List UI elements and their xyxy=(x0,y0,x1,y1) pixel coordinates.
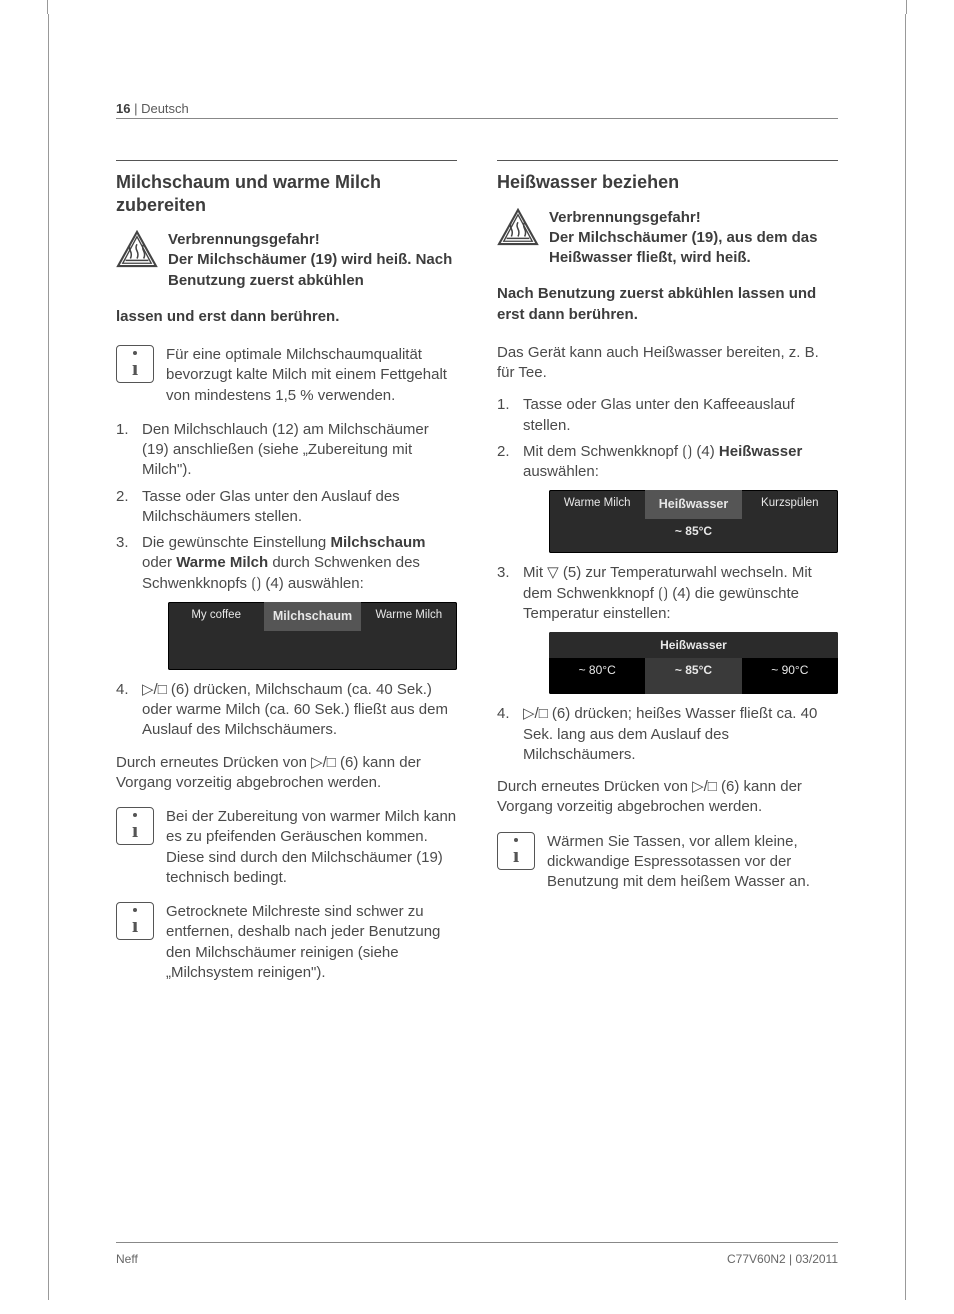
step-item: Den Milchschlauch (12) am Milchschäumer … xyxy=(116,420,457,481)
paragraph: Durch erneutes Drücken von ▷/□ (6) kann … xyxy=(116,753,457,794)
info-icon: ı xyxy=(116,807,154,845)
info-block: ı Für eine optimale Milchschaumqualität … xyxy=(116,345,457,406)
display-header: Heißwasser xyxy=(549,632,838,658)
steps-list: Den Milchschlauch (12) am Milchschäumer … xyxy=(116,420,457,741)
step-item: ▷/□ (6) drücken; heißes Wasser fließt ca… xyxy=(497,704,838,765)
page-number: 16 xyxy=(116,101,130,116)
info-text: Getrocknete Milchreste sind schwer zu en… xyxy=(166,902,457,983)
info-text: Für eine optimale Milchschaumqualität be… xyxy=(166,345,457,406)
display-panel: My coffee Milchschaum Warme Milch xyxy=(168,602,457,670)
display-temp-selected: ~ 85°C xyxy=(645,658,741,694)
display-temp-option: ~ 90°C xyxy=(742,658,838,694)
info-text: Bei der Zubereitung von warmer Milch kan… xyxy=(166,807,457,888)
warning-line: Der Milchschäumer (19) wird heiß. Nach B… xyxy=(168,250,457,291)
footer-rule xyxy=(116,1242,838,1243)
step-item: Die gewünschte Einstellung Milchschaum o… xyxy=(116,533,457,670)
knob-icon: ⟮⟯ xyxy=(682,443,692,460)
display-option-selected: Milchschaum xyxy=(264,602,360,631)
paragraph: Durch erneutes Drücken von ▷/□ (6) kann … xyxy=(497,777,838,818)
display-panel: Heißwasser ~ 80°C ~ 85°C ~ 90°C xyxy=(549,632,838,694)
info-block: ı Getrocknete Milchreste sind schwer zu … xyxy=(116,902,457,983)
page-header: 16 | Deutsch xyxy=(116,100,189,118)
display-temp: ~ 85°C xyxy=(549,519,838,543)
start-stop-icon: ▷/□ xyxy=(142,681,167,698)
step-item: Tasse oder Glas unter den Auslauf des Mi… xyxy=(116,487,457,528)
display-temp-option: ~ 80°C xyxy=(549,658,645,694)
step-item: Tasse oder Glas unter den Kaffeeauslauf … xyxy=(497,395,838,436)
display-option: My coffee xyxy=(168,602,264,631)
steps-list: Tasse oder Glas unter den Kaffeeauslauf … xyxy=(497,395,838,765)
knob-icon: ⟮⟯ xyxy=(251,575,261,592)
display-option: Warme Milch xyxy=(361,602,457,631)
warning-cont: lassen und erst dann berühren. xyxy=(116,307,457,327)
info-icon: ı xyxy=(116,345,154,383)
warning-cont: Nach Benutzung zuerst abkühlen lassen un… xyxy=(497,284,838,325)
display-panel: Warme Milch Heißwasser Kurzspülen ~ 85°C xyxy=(549,490,838,553)
right-column: Heißwasser beziehen Verbrennungsgefahr! … xyxy=(497,160,838,997)
paragraph: Das Gerät kann auch Heißwasser bereiten,… xyxy=(497,343,838,384)
burn-warning-icon xyxy=(497,208,539,246)
info-block: ı Bei der Zubereitung von warmer Milch k… xyxy=(116,807,457,888)
info-icon: ı xyxy=(497,832,535,870)
section-rule xyxy=(497,160,838,161)
step-item: Mit ▽ (5) zur Temperaturwahl wechseln. M… xyxy=(497,563,838,694)
warning-title: Verbrennungsgefahr! xyxy=(168,230,457,250)
section-heading-milk: Milchschaum und warme Milch zubereiten xyxy=(116,171,457,216)
step-item: Mit dem Schwenkknopf ⟮⟯ (4) Heißwasser a… xyxy=(497,442,838,554)
page-lang: Deutsch xyxy=(141,101,189,116)
footer-model: C77V60N2 | 03/2011 xyxy=(727,1252,838,1266)
info-icon: ı xyxy=(116,902,154,940)
section-rule xyxy=(116,160,457,161)
display-option: Kurzspülen xyxy=(742,490,838,519)
info-block: ı Wärmen Sie Tassen, vor allem kleine, d… xyxy=(497,832,838,893)
warning-title: Verbrennungsgefahr! xyxy=(549,208,838,228)
info-text: Wärmen Sie Tassen, vor allem kleine, dic… xyxy=(547,832,838,893)
warning-block: Verbrennungsgefahr! Der Milchschäumer (1… xyxy=(497,208,838,269)
footer-brand: Neff xyxy=(116,1252,138,1266)
burn-warning-icon xyxy=(116,230,158,268)
step-item: ▷/□ (6) drücken, Milchschaum (ca. 40 Sek… xyxy=(116,680,457,741)
warning-block: Verbrennungsgefahr! Der Milchschäumer (1… xyxy=(116,230,457,291)
display-option: Warme Milch xyxy=(549,490,645,519)
display-option-selected: Heißwasser xyxy=(645,490,741,519)
warning-line: Der Milchschäumer (19), aus dem das Heiß… xyxy=(549,228,838,269)
left-column: Milchschaum und warme Milch zubereiten V… xyxy=(116,160,457,997)
section-heading-hotwater: Heißwasser beziehen xyxy=(497,171,838,194)
knob-icon: ⟮⟯ xyxy=(658,585,668,602)
header-rule xyxy=(116,118,838,119)
